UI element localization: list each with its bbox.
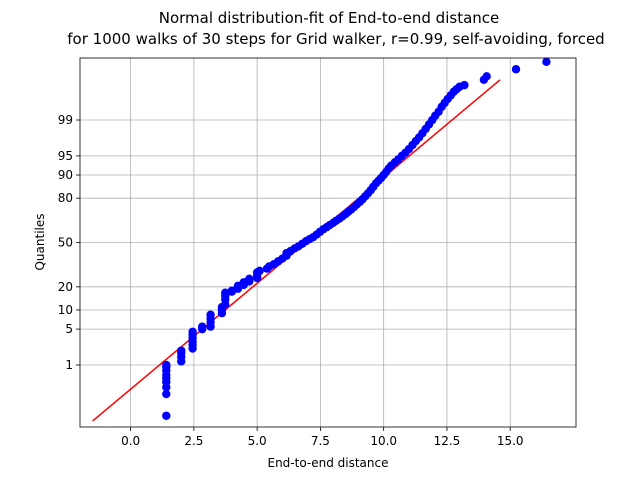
data-point <box>482 72 491 81</box>
chart-title-line-1: Normal distribution-fit of End-to-end di… <box>159 9 500 27</box>
data-point <box>162 389 171 399</box>
data-point <box>188 327 197 336</box>
x-tick-label: 7.5 <box>311 434 330 448</box>
data-point <box>255 266 264 276</box>
data-point <box>221 288 230 297</box>
data-point <box>542 57 551 66</box>
y-axis-label: Quantiles <box>33 213 47 270</box>
data-point <box>511 65 521 74</box>
y-tick-label: 99 <box>58 113 73 127</box>
data-point <box>206 310 215 319</box>
y-tick-label: 20 <box>58 280 73 294</box>
data-point <box>460 80 469 90</box>
data-point <box>198 322 207 331</box>
chart-title-line-2: for 1000 walks of 30 steps for Grid walk… <box>67 30 604 48</box>
data-point <box>162 411 171 420</box>
y-tick-label: 50 <box>58 236 73 250</box>
x-tick-label: 0.0 <box>121 434 140 448</box>
data-point <box>245 274 254 284</box>
scatter-points <box>162 57 551 420</box>
axis-ticks: 0.0 2.5 5.0 7.5 10.0 12.5 15.0 1 5 10 20 50 80 90 95 99 <box>58 113 524 448</box>
data-point <box>177 346 186 355</box>
y-tick-label: 95 <box>58 149 73 163</box>
plot-frame <box>79 57 577 428</box>
y-tick-label: 1 <box>65 358 73 372</box>
x-tick-label: 12.5 <box>434 434 461 448</box>
x-axis-label: End-to-end distance <box>267 456 388 470</box>
x-tick-label: 5.0 <box>248 434 267 448</box>
x-tick-label: 15.0 <box>497 434 524 448</box>
grid <box>80 58 576 427</box>
y-tick-label: 80 <box>58 191 73 205</box>
y-tick-label: 90 <box>58 168 73 182</box>
x-tick-label: 10.0 <box>370 434 397 448</box>
y-tick-label: 10 <box>58 303 73 317</box>
data-point <box>162 360 171 370</box>
x-tick-label: 2.5 <box>184 434 203 448</box>
y-tick-label: 5 <box>65 322 73 336</box>
